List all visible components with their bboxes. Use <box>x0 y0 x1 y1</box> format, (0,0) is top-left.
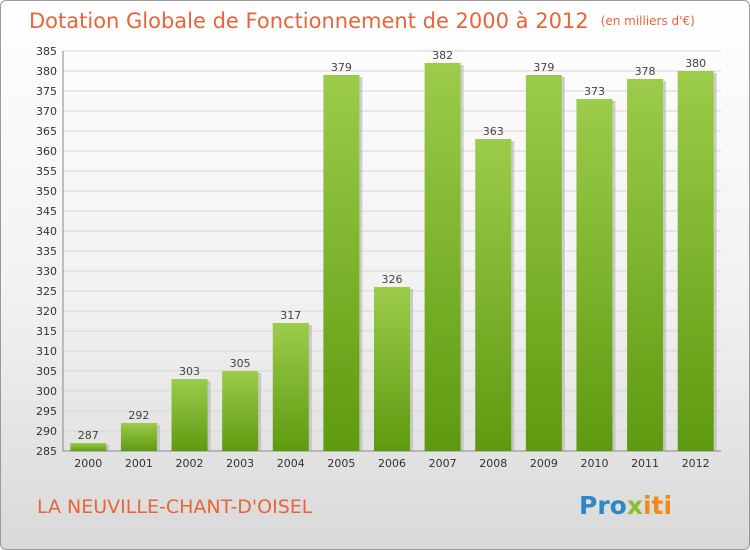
x-axis-ticks: 2000 2001 2002 2003 2004 2005 2006 2007 2008 2009… <box>74 457 709 470</box>
y-tick-label: 310 <box>36 345 57 358</box>
logo-part-3: iti <box>642 491 673 520</box>
y-tick-label: 370 <box>36 105 57 118</box>
value-label: 378 <box>635 65 656 78</box>
bar <box>70 443 107 451</box>
chart-title-text: Dotation Globale de Fonctionnement de 20… <box>29 9 589 33</box>
logo-part-2: x <box>626 491 643 520</box>
y-tick-label: 340 <box>36 225 57 238</box>
bar <box>374 287 410 451</box>
chart-subtitle: (en milliers d'€) <box>600 14 695 28</box>
bar <box>171 379 208 451</box>
y-tick-label: 360 <box>36 145 57 158</box>
value-label: 317 <box>280 309 301 322</box>
bar <box>677 71 714 451</box>
y-tick-label: 375 <box>36 85 57 98</box>
x-tick-label: 2004 <box>277 457 305 470</box>
commune-name: LA NEUVILLE-CHANT-D'OISEL <box>37 496 313 518</box>
value-label: 303 <box>179 365 200 378</box>
bar <box>272 323 309 451</box>
x-tick-label: 2012 <box>682 457 710 470</box>
value-label: 363 <box>483 125 504 138</box>
value-label: 382 <box>432 49 453 62</box>
bar <box>475 139 512 451</box>
y-tick-label: 330 <box>36 265 57 278</box>
x-tick-label: 2001 <box>125 457 153 470</box>
logo-part-1: Pro <box>579 491 627 520</box>
y-tick-label: 365 <box>36 125 57 138</box>
bar <box>120 423 157 451</box>
value-labels: 287 292 303 305 317 379 326 382 363 379 373 378 380 <box>78 49 706 442</box>
y-tick-label: 305 <box>36 365 57 378</box>
y-tick-label: 335 <box>36 245 57 258</box>
value-label: 287 <box>78 429 99 442</box>
value-label: 326 <box>382 273 403 286</box>
bar <box>222 371 259 451</box>
x-tick-label: 2000 <box>74 457 102 470</box>
value-label: 292 <box>128 409 149 422</box>
value-label: 379 <box>533 61 554 74</box>
bar <box>525 75 562 451</box>
x-tick-label: 2008 <box>479 457 507 470</box>
x-tick-label: 2007 <box>429 457 457 470</box>
y-tick-label: 350 <box>36 185 57 198</box>
value-label: 305 <box>230 357 251 370</box>
value-label: 380 <box>685 57 706 70</box>
y-tick-label: 315 <box>36 325 57 338</box>
proxiti-logo[interactable]: Proxiti <box>579 491 672 520</box>
x-tick-label: 2005 <box>327 457 355 470</box>
x-tick-label: 2003 <box>226 457 254 470</box>
y-tick-label: 300 <box>36 385 57 398</box>
value-label: 379 <box>331 61 352 74</box>
x-tick-label: 2011 <box>631 457 659 470</box>
y-tick-label: 345 <box>36 205 57 218</box>
y-axis-ticks: 285 290 295 300 305 310 315 320 325 330 335 340 345 3… <box>36 45 57 458</box>
y-tick-label: 285 <box>36 445 57 458</box>
bar <box>576 99 613 451</box>
bars <box>70 63 717 451</box>
x-tick-label: 2010 <box>580 457 608 470</box>
y-tick-label: 385 <box>36 45 57 58</box>
x-tick-label: 2006 <box>378 457 406 470</box>
y-tick-label: 325 <box>36 285 57 298</box>
y-tick-label: 295 <box>36 405 57 418</box>
y-tick-label: 355 <box>36 165 57 178</box>
y-tick-label: 320 <box>36 305 57 318</box>
bar <box>323 75 360 451</box>
y-tick-label: 380 <box>36 65 57 78</box>
y-tick-label: 290 <box>36 425 57 438</box>
x-tick-label: 2009 <box>530 457 558 470</box>
chart-title: Dotation Globale de Fonctionnement de 20… <box>29 9 695 33</box>
bar <box>424 63 461 451</box>
value-label: 373 <box>584 85 605 98</box>
bar <box>627 79 664 451</box>
x-tick-label: 2002 <box>176 457 204 470</box>
